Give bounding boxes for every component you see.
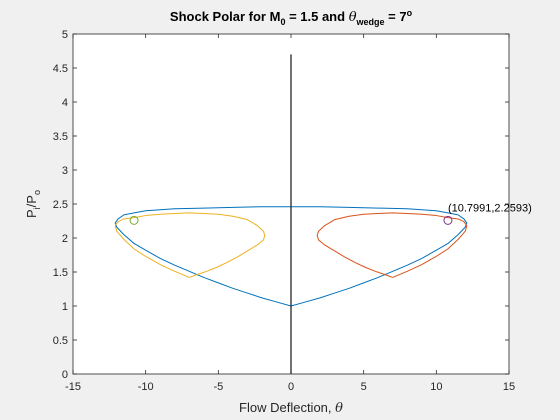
x-tick-label: 5: [361, 381, 367, 393]
y-tick-label: 4: [62, 97, 68, 109]
x-tick-label: 15: [503, 381, 515, 393]
x-tick-label: -10: [138, 381, 154, 393]
data-point-marker[interactable]: [129, 215, 139, 225]
y-tick-label: 0.5: [53, 335, 68, 347]
chart-title: Shock Polar for M0 = 1.5 and θwedge = 7o: [170, 8, 413, 27]
y-tick-label: 3: [62, 165, 68, 177]
data-tip-label: (10.7991,2.2593): [448, 202, 532, 214]
x-tick-label: -15: [65, 381, 81, 393]
y-tick-label: 4.5: [53, 63, 68, 75]
y-tick-label: 5: [62, 29, 68, 41]
y-tick-label: 1.5: [53, 267, 68, 279]
y-tick-label: 2: [62, 233, 68, 245]
y-tick-label: 1: [62, 301, 68, 313]
y-axis-ticks: 0 0.5 1 1.5 2 2.5 3 3.5 4 4.5 5: [53, 29, 509, 381]
x-axis-label: Flow Deflection, θ: [239, 400, 343, 416]
x-axis-ticks: -15 -10 -5 0 5 10 15: [65, 34, 515, 393]
series-line: [114, 212, 266, 278]
marker-layer: [129, 215, 453, 225]
x-tick-label: 10: [430, 381, 442, 393]
data-point-marker[interactable]: [443, 215, 453, 225]
series-line: [316, 212, 468, 278]
x-tick-label: 0: [288, 381, 294, 393]
y-tick-label: 2.5: [53, 199, 68, 211]
y-tick-label: 3.5: [53, 131, 68, 143]
series-layer: [114, 54, 468, 374]
y-tick-label: 0: [62, 369, 68, 381]
y-axis-label: Pi/Po: [24, 190, 42, 218]
x-tick-label: -5: [213, 381, 223, 393]
